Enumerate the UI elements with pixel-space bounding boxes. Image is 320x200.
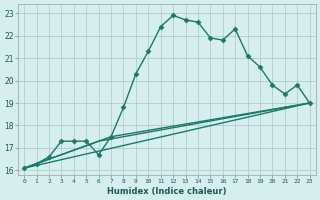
- X-axis label: Humidex (Indice chaleur): Humidex (Indice chaleur): [107, 187, 227, 196]
